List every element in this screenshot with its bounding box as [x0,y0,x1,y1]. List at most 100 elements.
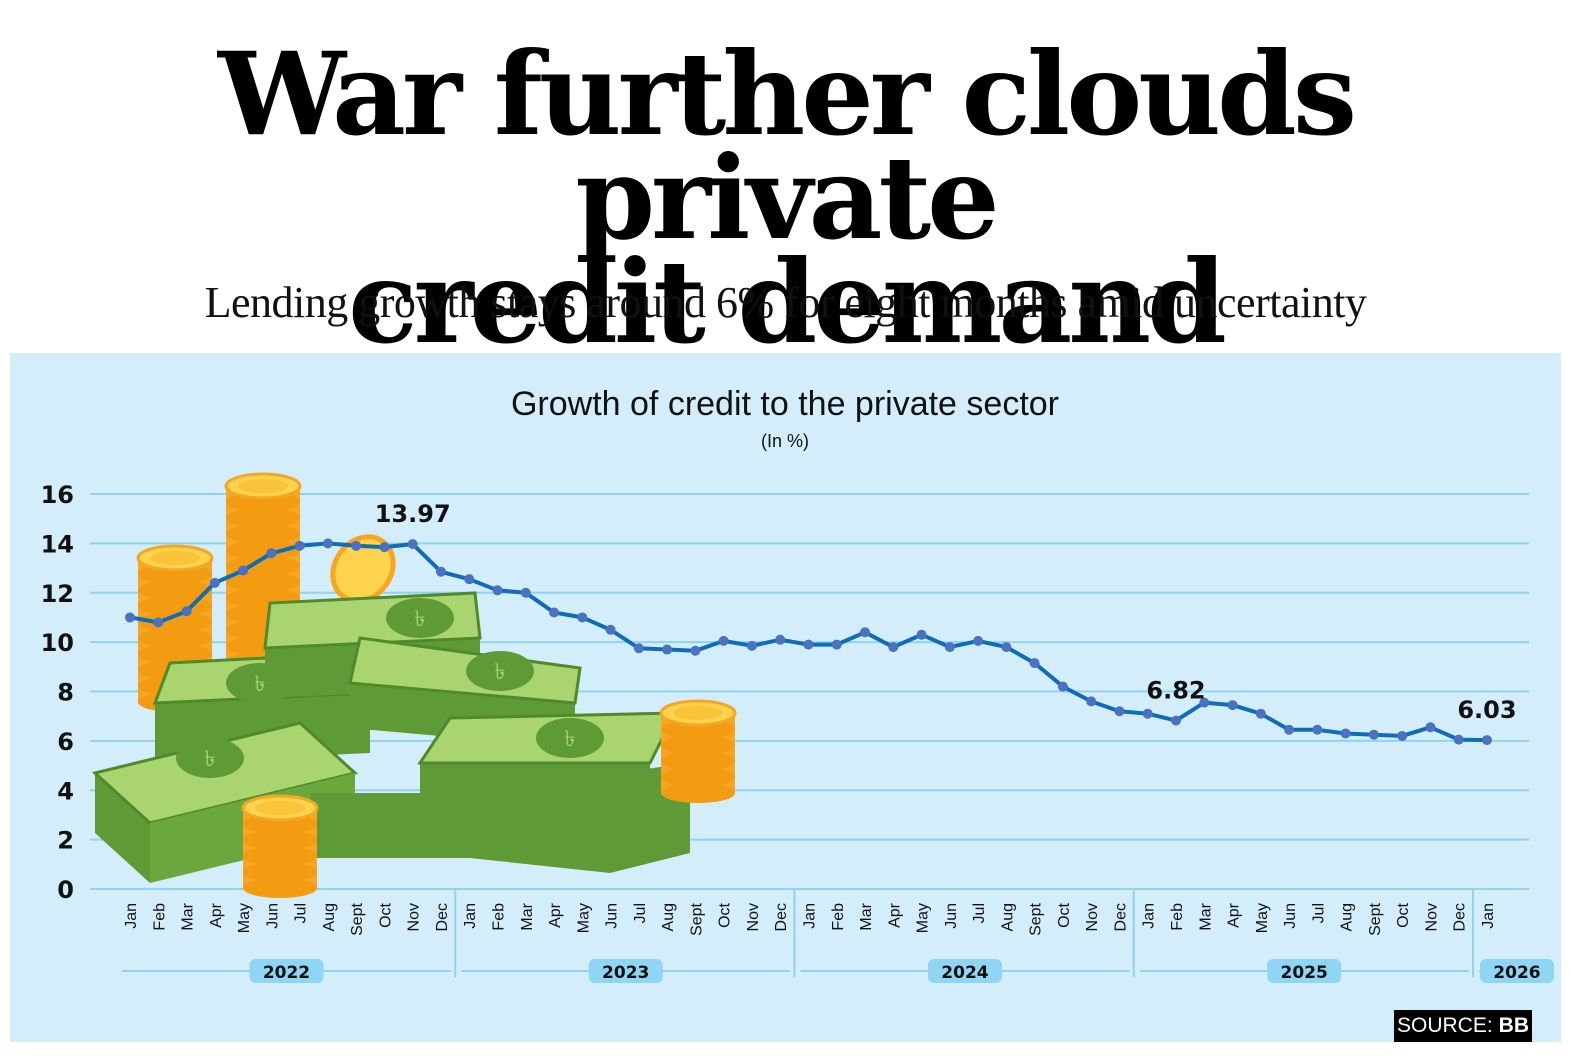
data-point [944,642,955,653]
bill-top [348,636,582,705]
data-point [549,607,560,618]
coin-bottom [138,628,212,648]
taka-symbol-icon: ৳ [415,607,426,632]
headline: War further clouds private credit demand [0,27,1571,359]
data-point [379,542,390,553]
data-label: 13.97 [375,500,451,528]
source-prefix: SOURCE: [1396,1014,1493,1037]
data-point [888,642,899,653]
x-tick-label: Oct [717,902,734,927]
data-point [746,640,757,651]
data-point [1170,715,1181,726]
data-point [1255,708,1266,719]
year-label: 2022 [263,963,310,983]
data-point [492,585,503,596]
coin-stack-right [659,699,737,803]
headline-line-1: War further clouds private [217,27,1357,265]
x-tick-label: Jun [943,903,960,929]
y-tick-label: 4 [57,777,74,805]
coin-bottom [243,878,317,898]
coin-bottom [226,524,300,544]
year-label: 2026 [1493,963,1540,983]
coin-bottom [226,572,300,592]
data-point [209,577,220,588]
x-tick-label: Apr [886,902,903,928]
y-tick-label: 16 [41,481,74,509]
bill-stack-side [95,773,150,883]
coin-bottom [138,596,212,616]
x-tick-label: Mar [519,902,536,930]
data-point [1397,730,1408,741]
x-tick-label: Nov [406,903,423,931]
x-tick-label: May [575,903,592,933]
year-pill [249,959,324,983]
y-tick-label: 8 [57,679,74,707]
data-point [125,612,135,623]
x-tick-label: Feb [830,903,847,931]
series-line [125,538,1492,746]
x-tick-label: Jun [1282,903,1299,929]
x-tick-label: Aug [660,903,677,931]
x-tick-label: Apr [547,902,564,928]
x-tick-label: Mar [858,902,875,930]
coin-bottom [661,751,735,771]
y-tick-label: 2 [57,827,74,855]
x-tick-label: Feb [151,903,168,931]
data-point [1227,700,1238,711]
data-point [577,612,588,623]
coin-bottom [226,508,300,528]
x-tick-label: Jun [264,903,281,929]
coin-inner [255,801,305,815]
year-pill [927,959,1002,983]
data-point [294,540,305,551]
y-tick-label: 12 [41,580,74,608]
data-point [1057,681,1068,692]
x-tick-label: Jan [123,903,140,929]
data-point [351,540,362,551]
x-tick-label: Jul [1310,903,1327,923]
coin-bottom [661,783,735,803]
line-chart: ৳ ৳ ৳ ৳ ৳ 0 2 4 6 8 10 12 14 16 Jan Feb Mar Apr May Jun Jul… [41,385,1554,983]
taka-symbol-icon: ৳ [255,672,266,697]
money-illustration: ৳ ৳ ৳ ৳ ৳ [91,472,737,898]
coin-stack-front [241,794,319,898]
x-tick-label: Mar [1197,902,1214,930]
data-point [1199,697,1210,708]
data-point [916,629,927,640]
data-point [1086,696,1097,707]
data-point [1142,708,1153,719]
x-tick-label: Jan [462,903,479,929]
bill-seal [176,738,244,778]
y-tick-label: 14 [41,530,74,558]
taka-symbol-icon: ৳ [205,747,216,772]
year-label: 2023 [602,963,649,983]
data-point [238,565,249,576]
x-tick-label: Oct [1395,902,1412,927]
x-tick-label: Dec [1112,903,1129,931]
data-point [1029,658,1040,669]
axes: 0 2 4 6 8 10 12 14 16 Jan Feb Mar Apr May Jun Jul Aug Sep… [41,481,1554,983]
data-point [1340,728,1351,739]
source-badge: SOURCE: BB [1394,1010,1532,1042]
data-point [1481,735,1492,746]
chart-title: Growth of credit to the private sector [511,385,1059,423]
x-tick-label: Nov [745,903,762,931]
data-point [690,645,701,656]
data-point [1001,642,1012,653]
annotations: 13.97 6.82 6.03 [375,500,1517,724]
data-point [266,548,277,559]
x-tick-label: Dec [1452,903,1469,931]
data-point [831,639,842,650]
data-point [633,643,644,654]
x-tick-label: Dec [434,903,451,931]
subheadline: Lending growth stays around 6% for eight… [204,278,1367,327]
data-point [435,566,446,577]
year-label: 2025 [1281,963,1328,983]
bill-seal [386,598,454,638]
coin-bottom [243,830,317,850]
taka-symbol-icon: ৳ [565,727,576,752]
coin-bottom [226,540,300,560]
banknote-stack-right [470,763,690,873]
data-point [775,634,786,645]
year-label: 2024 [941,963,988,983]
